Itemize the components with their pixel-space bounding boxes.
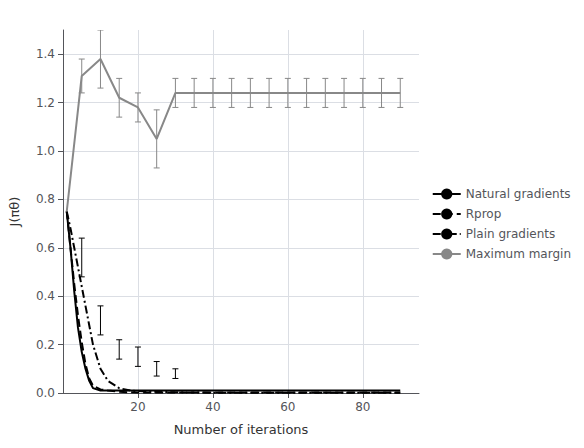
svg-text:0.2: 0.2 xyxy=(36,338,55,352)
svg-text:Plain gradients: Plain gradients xyxy=(466,227,555,241)
svg-text:Natural gradients: Natural gradients xyxy=(466,187,571,201)
svg-text:1.0: 1.0 xyxy=(36,144,55,158)
svg-text:1.4: 1.4 xyxy=(36,47,55,61)
svg-text:0.6: 0.6 xyxy=(36,241,55,255)
svg-text:0.0: 0.0 xyxy=(36,386,55,400)
svg-text:Number of iterations: Number of iterations xyxy=(174,422,309,437)
svg-text:Maximum margin: Maximum margin xyxy=(466,247,571,261)
svg-text:0.8: 0.8 xyxy=(36,192,55,206)
svg-text:40: 40 xyxy=(205,400,220,414)
svg-text:Rprop: Rprop xyxy=(466,207,502,221)
svg-text:20: 20 xyxy=(130,400,145,414)
svg-text:60: 60 xyxy=(280,400,295,414)
svg-text:0.4: 0.4 xyxy=(36,289,55,303)
svg-text:J(πθ): J(πθ) xyxy=(7,197,22,228)
svg-text:1.2: 1.2 xyxy=(36,96,55,110)
svg-text:80: 80 xyxy=(355,400,370,414)
